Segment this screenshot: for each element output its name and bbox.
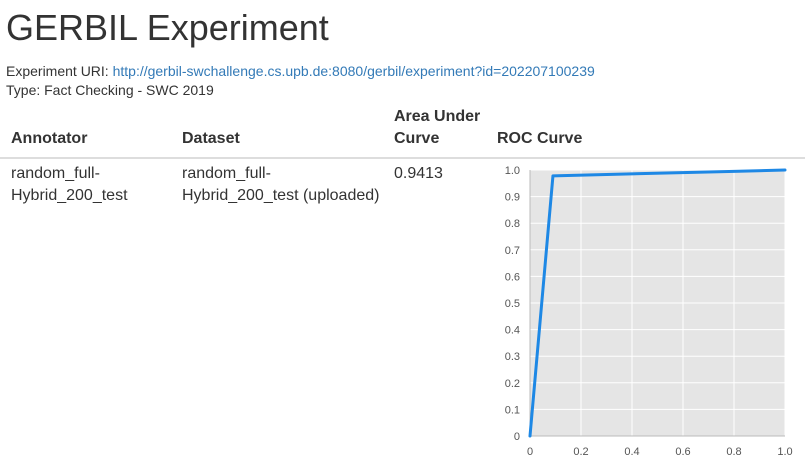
- x-tick-label: 0: [527, 446, 533, 458]
- x-tick-label: 1.0: [777, 446, 792, 458]
- y-tick-label: 0.3: [505, 351, 520, 363]
- y-tick-label: 0: [514, 431, 520, 443]
- cell-dataset: random_full-Hybrid_200_test (uploaded): [182, 165, 380, 204]
- roc-series-line: [528, 168, 787, 438]
- x-tick-label: 0.8: [726, 446, 741, 458]
- cell-annotator: random_full-Hybrid_200_test: [11, 165, 128, 204]
- y-tick-label: 0.1: [505, 404, 520, 416]
- column-header-auc: Area Under Curve: [394, 106, 480, 150]
- column-header-auc-line1: Area Under: [394, 108, 481, 125]
- column-header-annotator: Annotator: [11, 130, 88, 147]
- roc-curve-chart: 0 0.1 0.2 0.3 0.4 0.5 0.6 0.7 0.8 0.9 1.0 0 0.2 0.4 0.…: [505, 165, 793, 458]
- page-title: GERBIL Experiment: [6, 7, 329, 48]
- column-header-auc-line2: Curve: [394, 130, 440, 147]
- table-header-divider: [0, 157, 805, 159]
- x-tick-label: 0.2: [573, 446, 588, 458]
- experiment-uri-link[interactable]: http://gerbil-swchallenge.cs.upb.de:8080…: [112, 63, 595, 79]
- y-tick-label: 0.4: [505, 325, 520, 337]
- x-tick-label: 0.4: [624, 446, 639, 458]
- experiment-uri-label: Experiment URI:: [6, 63, 109, 79]
- column-header-roc: ROC Curve: [497, 130, 583, 147]
- y-tick-label: 1.0: [505, 165, 520, 177]
- cell-auc: 0.9413: [394, 165, 443, 182]
- y-tick-label: 0.6: [505, 271, 520, 283]
- y-tick-label: 0.5: [505, 298, 520, 310]
- y-tick-label: 0.8: [505, 218, 520, 230]
- y-tick-label: 0.2: [505, 378, 520, 390]
- experiment-uri-line: Experiment URI: http://gerbil-swchalleng…: [6, 62, 595, 80]
- column-header-dataset: Dataset: [182, 130, 240, 147]
- x-tick-label: 0.6: [675, 446, 690, 458]
- y-tick-label: 0.7: [505, 245, 520, 257]
- experiment-type: Type: Fact Checking - SWC 2019: [6, 82, 214, 98]
- y-tick-label: 0.9: [505, 192, 520, 204]
